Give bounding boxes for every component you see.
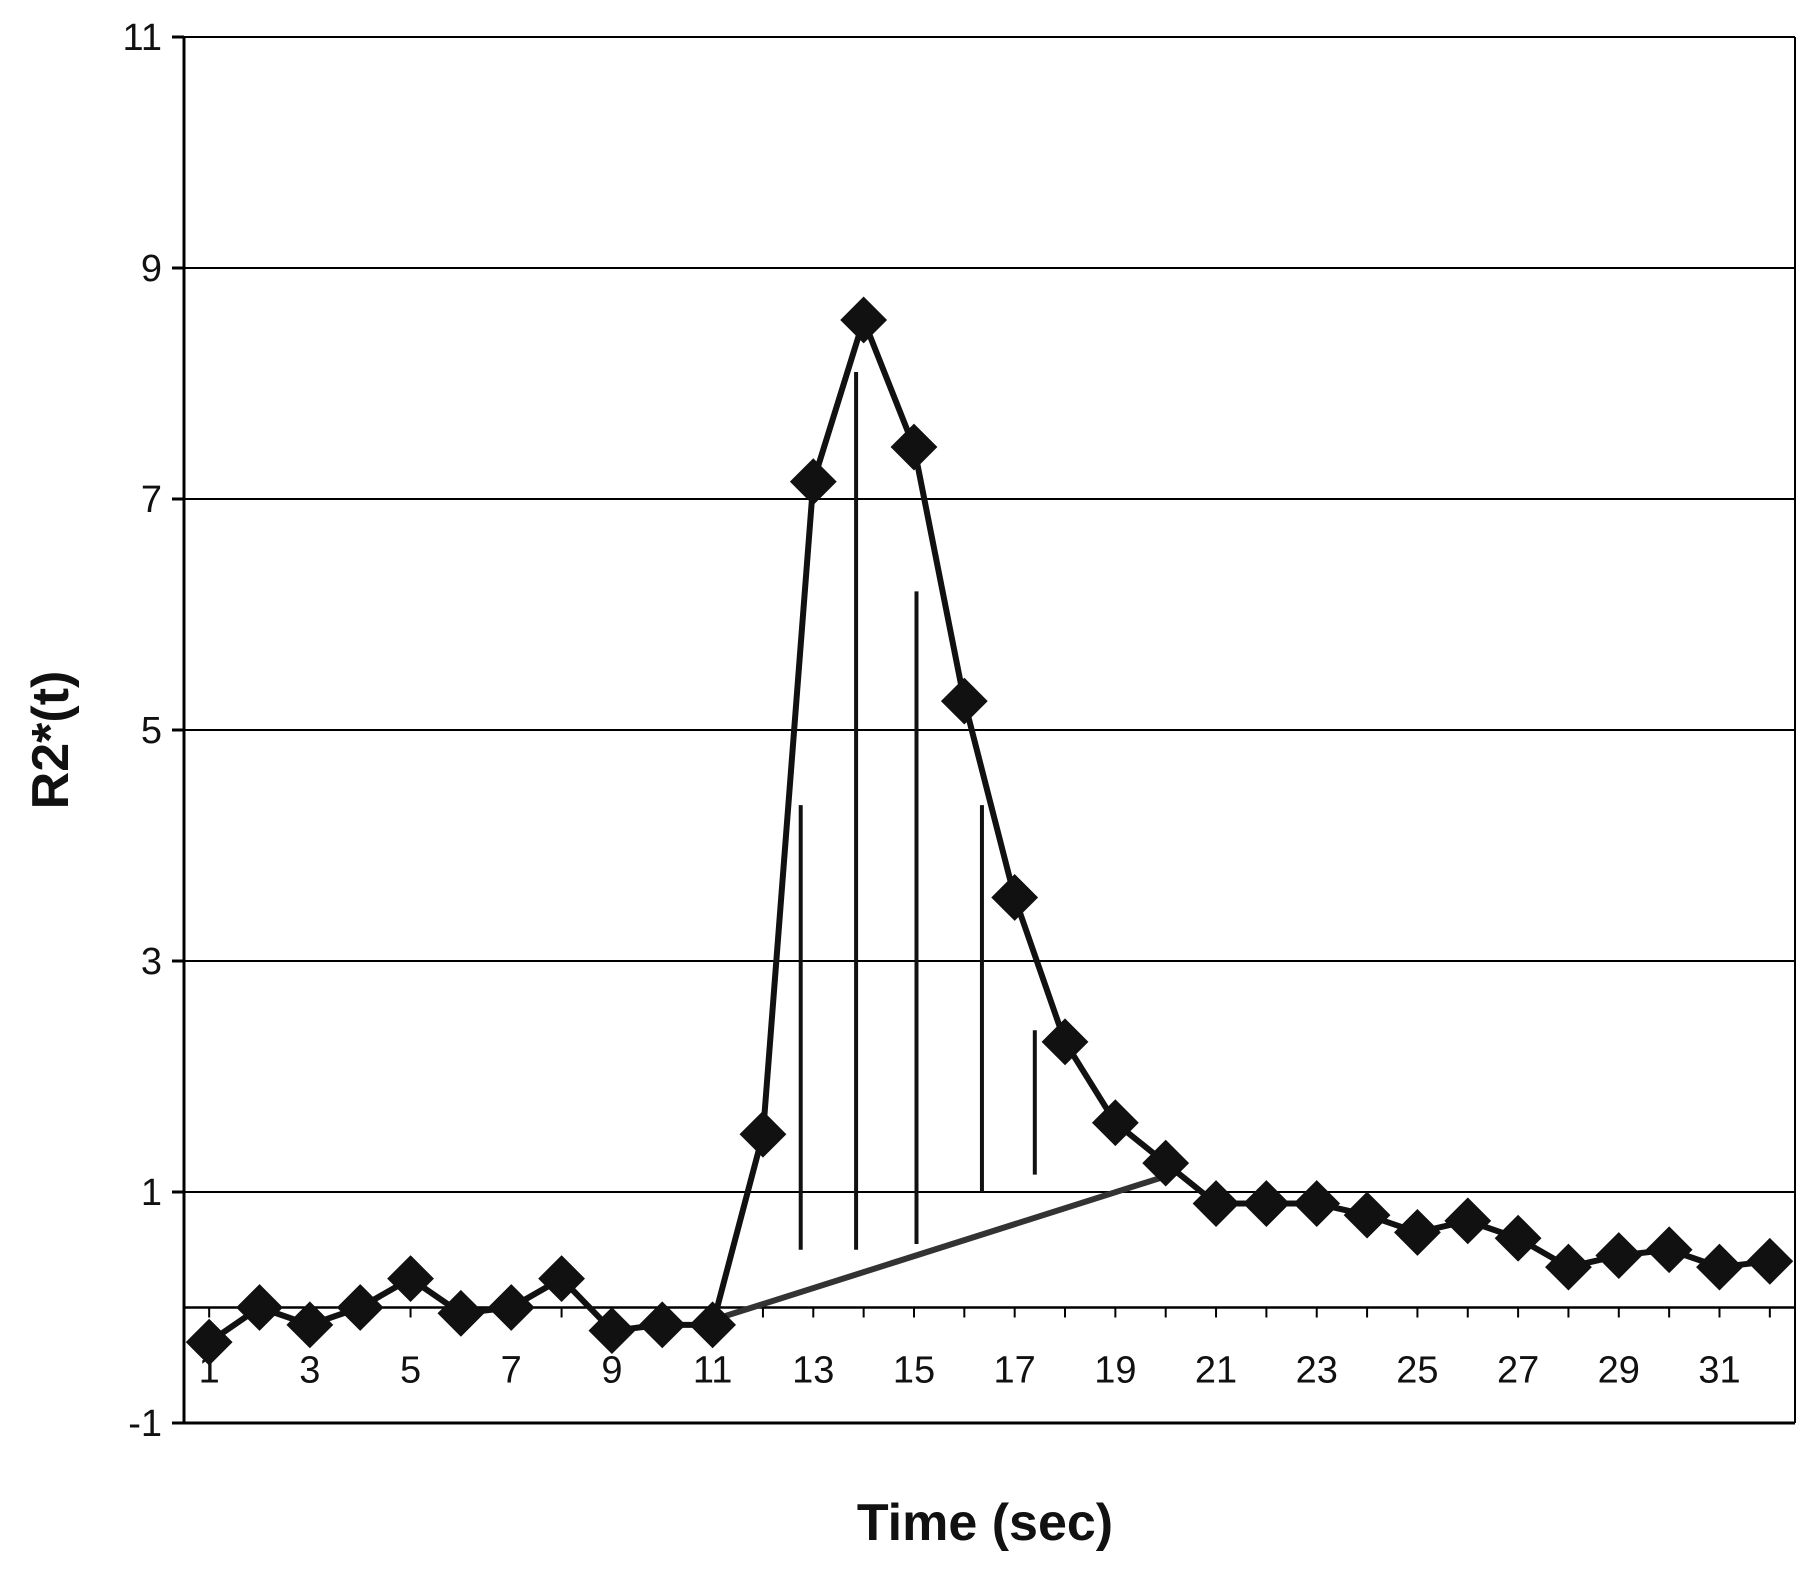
y-axis-title: R2*(t) bbox=[22, 671, 80, 810]
series-line bbox=[207, 316, 1771, 1345]
data-point bbox=[1696, 1243, 1743, 1291]
data-point bbox=[1041, 1018, 1089, 1066]
data-point bbox=[840, 296, 888, 344]
data-point bbox=[638, 1301, 686, 1349]
y-tick-label: 11 bbox=[123, 17, 162, 59]
data-point bbox=[387, 1255, 434, 1303]
data-point bbox=[1293, 1180, 1341, 1227]
data-point bbox=[1091, 1099, 1139, 1147]
data-point bbox=[236, 1284, 283, 1331]
data-point bbox=[1343, 1191, 1391, 1239]
y-tick-label: -1 bbox=[128, 1403, 162, 1445]
data-point bbox=[890, 423, 938, 471]
data-series bbox=[185, 296, 1794, 1366]
data-point bbox=[1595, 1232, 1643, 1279]
data-point bbox=[1545, 1243, 1592, 1291]
gridlines bbox=[184, 36, 1795, 1309]
data-point bbox=[1242, 1180, 1290, 1227]
baseline-fit-line bbox=[696, 1171, 1172, 1328]
y-tick-label: 5 bbox=[141, 710, 162, 752]
x-tick-label: 29 bbox=[1598, 1350, 1640, 1392]
data-point bbox=[336, 1284, 384, 1331]
data-point bbox=[1394, 1209, 1441, 1256]
y-tick-label: 9 bbox=[141, 248, 162, 290]
x-tick-label: 5 bbox=[400, 1350, 421, 1392]
x-tick-label: 21 bbox=[1195, 1350, 1237, 1392]
data-point bbox=[437, 1289, 485, 1337]
x-tick-label: 7 bbox=[501, 1350, 522, 1392]
data-point bbox=[185, 1318, 233, 1366]
x-tick-label: 13 bbox=[792, 1350, 834, 1392]
data-point bbox=[1192, 1180, 1240, 1227]
x-tick-label: 9 bbox=[601, 1350, 622, 1392]
y-tick-label: 7 bbox=[141, 479, 162, 521]
y-tick-label: 3 bbox=[141, 941, 162, 983]
data-point bbox=[1142, 1139, 1190, 1187]
data-point bbox=[739, 1110, 787, 1158]
x-axis-title: Time (sec) bbox=[857, 1494, 1113, 1552]
y-tick-label: 1 bbox=[141, 1172, 162, 1214]
x-tick-label: 3 bbox=[299, 1350, 320, 1392]
data-point bbox=[1746, 1237, 1794, 1285]
x-tick-label: 15 bbox=[893, 1350, 935, 1392]
area-marker-lines bbox=[798, 371, 1037, 1250]
x-tick-label: 23 bbox=[1296, 1350, 1338, 1392]
x-tick-label: 19 bbox=[1094, 1350, 1136, 1392]
data-point bbox=[1645, 1226, 1693, 1274]
x-tick-label: 25 bbox=[1396, 1350, 1438, 1392]
data-point bbox=[940, 677, 988, 725]
data-point bbox=[689, 1301, 737, 1349]
data-point bbox=[789, 458, 837, 506]
x-axis-ticks: 1 3 5 7 9 11 13 15 17 19 21 23 25 27 29 31 bbox=[199, 1307, 1771, 1392]
data-point bbox=[588, 1307, 636, 1355]
y-axis-ticks: -1 1 3 5 7 9 11 bbox=[123, 17, 184, 1445]
x-tick-label: 17 bbox=[994, 1350, 1036, 1392]
x-tick-label: 11 bbox=[693, 1350, 732, 1392]
baseline-fit bbox=[696, 1171, 1172, 1328]
data-point bbox=[1444, 1197, 1492, 1245]
data-point bbox=[487, 1284, 535, 1331]
data-point bbox=[286, 1301, 334, 1349]
data-point bbox=[1494, 1214, 1542, 1262]
x-tick-label: 27 bbox=[1497, 1350, 1539, 1392]
x-tick-label: 31 bbox=[1698, 1350, 1740, 1392]
data-point bbox=[538, 1255, 585, 1303]
data-point bbox=[991, 874, 1039, 921]
